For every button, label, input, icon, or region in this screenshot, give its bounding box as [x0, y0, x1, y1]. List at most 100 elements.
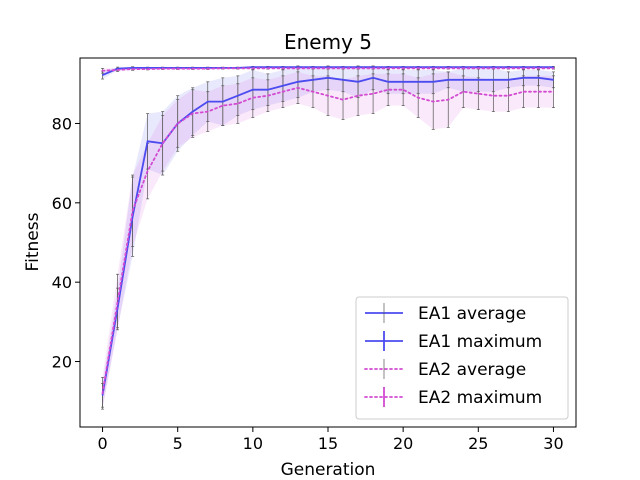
data-point	[417, 97, 419, 99]
data-point	[552, 67, 555, 69]
data-point	[432, 101, 434, 103]
data-point	[417, 67, 419, 69]
x-tick-label: 5	[173, 434, 183, 453]
data-point	[297, 87, 299, 89]
data-point	[372, 93, 374, 95]
x-tick-label: 0	[97, 434, 107, 453]
data-point	[552, 79, 555, 81]
data-point	[312, 91, 314, 93]
data-point	[252, 89, 254, 91]
data-point	[462, 67, 464, 69]
data-point	[552, 91, 555, 93]
data-point	[282, 67, 284, 69]
data-point	[387, 89, 389, 91]
data-point	[147, 68, 149, 70]
data-point	[402, 89, 404, 91]
data-point	[101, 70, 104, 72]
data-point	[267, 95, 269, 97]
data-point	[357, 67, 359, 69]
data-point	[222, 105, 224, 107]
data-point	[522, 77, 524, 79]
data-point	[101, 74, 104, 76]
legend-label: EA2 average	[418, 360, 526, 380]
data-point	[477, 67, 479, 69]
data-point	[447, 67, 449, 69]
data-point	[342, 99, 344, 101]
data-point	[327, 67, 329, 69]
data-point	[522, 67, 524, 69]
data-point	[342, 67, 344, 69]
x-tick-label: 25	[468, 434, 488, 453]
data-point	[417, 81, 419, 83]
data-point	[192, 110, 194, 113]
data-point	[492, 67, 494, 69]
data-point	[222, 101, 224, 103]
x-tick-label: 20	[393, 434, 413, 453]
x-axis-label: Generation	[281, 460, 376, 480]
y-tick-label: 40	[52, 273, 72, 292]
data-point	[101, 392, 104, 394]
data-point	[402, 81, 404, 83]
data-point	[477, 79, 479, 81]
data-point	[282, 85, 284, 87]
data-point	[372, 67, 374, 69]
y-tick-label: 80	[52, 114, 72, 133]
data-point	[537, 67, 540, 69]
data-point	[537, 77, 540, 79]
data-point	[132, 210, 134, 212]
y-axis-label: Fitness	[23, 212, 43, 271]
data-point	[327, 77, 329, 79]
data-point	[387, 67, 389, 69]
data-point	[116, 69, 119, 71]
data-point	[297, 67, 299, 69]
data-point	[507, 95, 509, 97]
data-point	[507, 79, 509, 81]
legend-box	[355, 296, 569, 420]
y-tick-label: 20	[52, 353, 72, 372]
data-point	[252, 67, 254, 69]
data-point	[252, 97, 254, 99]
data-point	[537, 91, 540, 93]
data-point	[312, 79, 314, 81]
data-point	[507, 67, 509, 69]
data-point	[447, 79, 449, 81]
data-point	[147, 140, 149, 142]
data-point	[192, 68, 194, 70]
data-point	[477, 93, 479, 95]
data-point	[522, 91, 524, 93]
data-point	[267, 89, 269, 91]
data-point	[116, 301, 119, 303]
legend-label: EA1 maximum	[418, 332, 542, 352]
data-point	[492, 79, 494, 81]
data-point	[237, 67, 239, 69]
data-point	[432, 81, 434, 83]
data-point	[132, 68, 134, 70]
data-point	[101, 394, 104, 396]
data-point	[492, 95, 494, 97]
data-point	[207, 110, 209, 113]
data-point	[297, 81, 299, 83]
legend-label: EA2 maximum	[418, 388, 542, 408]
data-point	[462, 91, 464, 93]
data-point	[177, 68, 179, 70]
data-point	[207, 68, 209, 70]
data-point	[327, 95, 329, 97]
data-point	[162, 142, 164, 144]
x-axis: 0 5 10 15 20 25 30	[97, 427, 564, 453]
data-point	[192, 112, 194, 115]
data-point	[237, 103, 239, 105]
data-point	[267, 67, 269, 69]
x-tick-label: 15	[318, 434, 338, 453]
x-tick-label: 30	[543, 434, 563, 453]
data-point	[162, 68, 164, 70]
data-point	[312, 67, 314, 69]
data-point	[447, 99, 449, 101]
data-point	[237, 95, 239, 97]
y-axis: 20 40 60 80	[52, 114, 80, 372]
data-point	[342, 79, 344, 81]
data-point	[177, 122, 179, 125]
data-point	[147, 170, 149, 172]
data-point	[357, 95, 359, 97]
